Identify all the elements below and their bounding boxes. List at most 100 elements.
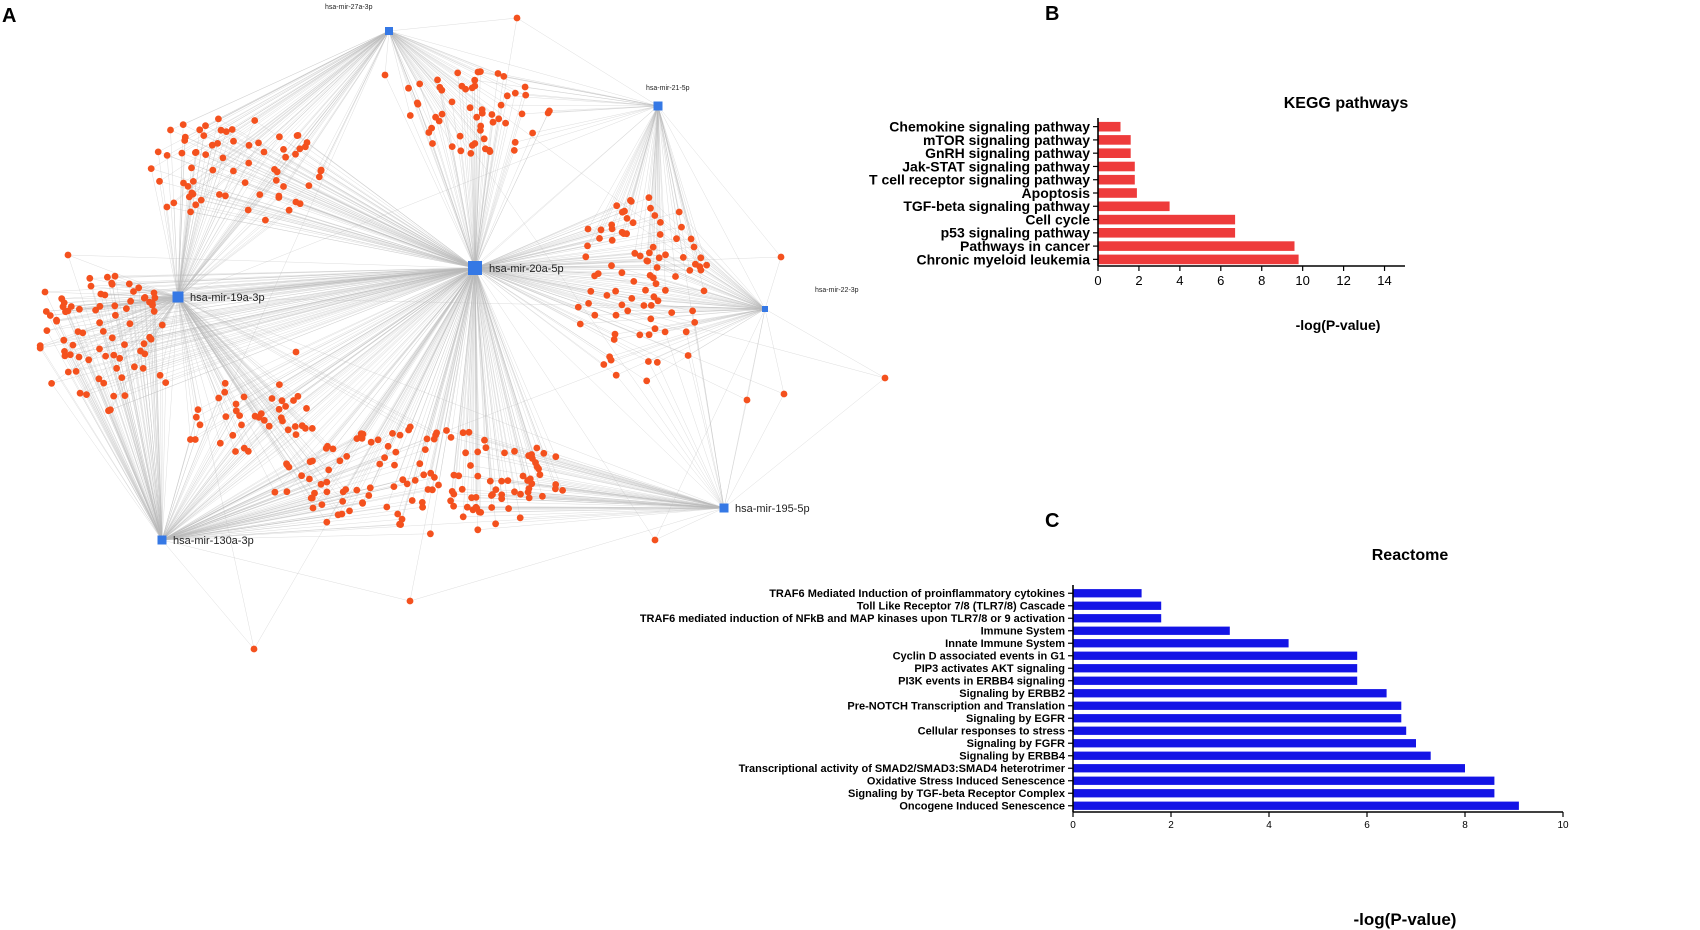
gene-node	[336, 457, 344, 465]
gene-node	[250, 645, 258, 653]
gene-node	[467, 150, 475, 157]
gene-node	[651, 536, 659, 544]
gene-node	[191, 436, 199, 443]
gene-node	[535, 465, 542, 473]
gene-node	[118, 374, 126, 381]
gene-node	[489, 491, 496, 498]
gene-node	[275, 192, 283, 200]
gene-node	[448, 143, 456, 151]
gene-node	[64, 368, 72, 376]
gene-node	[346, 507, 353, 515]
gene-node	[75, 353, 83, 361]
gene-node	[311, 489, 318, 497]
gene-node	[271, 488, 279, 496]
network-mirna-nodes	[157, 27, 768, 545]
kegg-category-label: Apoptosis	[1022, 185, 1091, 201]
gene-node	[200, 132, 208, 140]
kegg-category-label: TGF-beta signaling pathway	[903, 198, 1090, 214]
gene-node	[662, 251, 669, 259]
kegg-bar	[1098, 241, 1295, 251]
gene-node	[434, 76, 441, 84]
gene-node	[244, 206, 252, 214]
gene-node	[594, 270, 602, 277]
gene-node	[113, 364, 120, 372]
gene-node	[381, 454, 388, 461]
gene-node	[76, 305, 83, 313]
reactome-x-tick-label: 2	[1168, 820, 1174, 831]
gene-node	[95, 375, 103, 383]
gene-node	[584, 225, 592, 233]
gene-node	[381, 71, 389, 79]
gene-node	[482, 444, 490, 452]
gene-node	[447, 497, 454, 505]
gene-node	[435, 117, 443, 125]
kegg-bar	[1098, 135, 1131, 145]
gene-node	[777, 253, 785, 261]
gene-node	[303, 405, 310, 412]
gene-node	[285, 206, 293, 214]
network-mirna-labels: hsa-mir-20a-5p hsa-mir-19a-3p hsa-mir-27a-…	[173, 4, 859, 547]
gene-node	[661, 328, 669, 336]
gene-node	[101, 291, 109, 299]
gene-node	[466, 104, 474, 112]
gene-node	[423, 435, 431, 443]
gene-node	[279, 417, 286, 425]
gene-node	[343, 453, 351, 460]
gene-node	[154, 148, 162, 156]
gene-node	[278, 397, 286, 405]
gene-node	[608, 236, 616, 244]
gene-node	[208, 141, 216, 149]
gene-node	[536, 471, 544, 479]
gene-node	[74, 328, 82, 335]
reactome-bar	[1073, 751, 1431, 760]
gene-node	[53, 317, 60, 325]
mirna-label-mir19a: hsa-mir-19a-3p	[190, 292, 265, 304]
gene-node	[318, 501, 326, 508]
gene-node	[482, 145, 489, 153]
gene-node	[72, 368, 80, 375]
reactome-x-tick-label: 6	[1364, 820, 1370, 831]
gene-node	[296, 145, 304, 153]
gene-node	[135, 284, 143, 292]
gene-node	[587, 287, 595, 295]
gene-node	[435, 481, 442, 489]
gene-node	[505, 505, 512, 512]
gene-node	[492, 520, 499, 528]
gene-node	[323, 478, 331, 486]
gene-node	[610, 336, 618, 343]
kegg-category-label: T cell receptor signaling pathway	[869, 172, 1090, 188]
gene-node	[687, 235, 695, 243]
gene-node	[647, 315, 655, 323]
gene-node	[222, 192, 229, 200]
kegg-category-label: mTOR signaling pathway	[923, 132, 1090, 148]
gene-node	[501, 449, 508, 457]
reactome-bar	[1073, 601, 1162, 610]
gene-node	[552, 453, 560, 461]
gene-node	[108, 334, 116, 342]
gene-node	[654, 297, 662, 305]
gene-node	[473, 113, 481, 121]
kegg-x-tick-label: 6	[1217, 273, 1224, 288]
gene-node	[219, 154, 227, 162]
gene-node	[522, 91, 530, 99]
mirna-node-mir22	[762, 306, 768, 312]
gene-node	[150, 307, 158, 315]
gene-node	[462, 449, 469, 457]
gene-node	[628, 295, 636, 302]
gene-node	[265, 422, 273, 430]
gene-node	[631, 249, 639, 257]
gene-node	[525, 485, 533, 492]
gene-node	[163, 152, 171, 159]
kegg-bar	[1098, 121, 1121, 132]
reactome-category-label: Toll Like Receptor 7/8 (TLR7/8) Cascade	[857, 601, 1065, 613]
gene-node	[684, 352, 692, 359]
gene-node	[359, 500, 366, 507]
network-edges	[40, 17, 886, 650]
gene-node	[608, 262, 615, 270]
gene-node	[48, 380, 55, 387]
gene-node	[197, 196, 205, 204]
gene-node	[162, 379, 170, 386]
reactome-category-label: Cyclin D associated events in G1	[893, 651, 1065, 663]
gene-node	[584, 242, 591, 250]
gene-node	[366, 484, 374, 492]
